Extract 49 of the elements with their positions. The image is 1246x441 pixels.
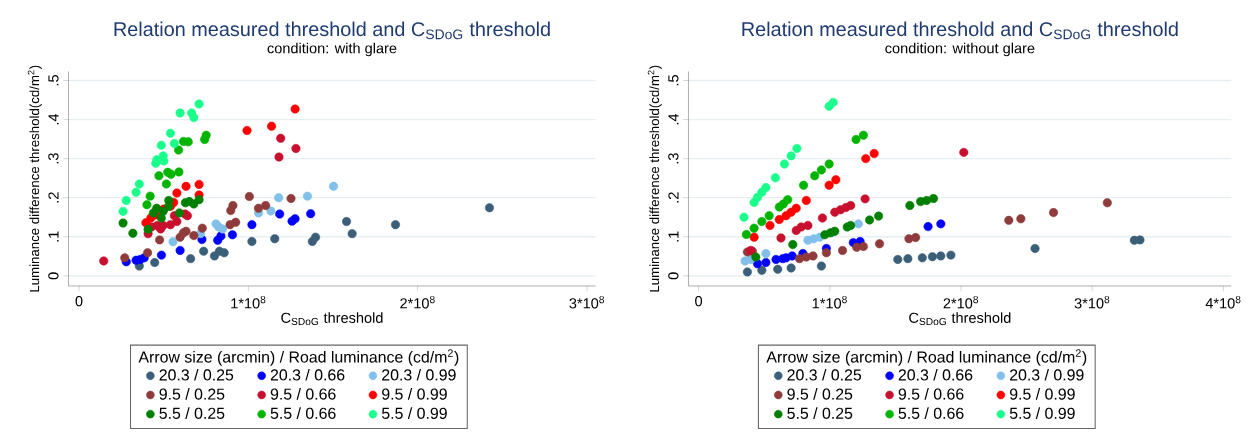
y-tick-label: .5 xyxy=(48,75,59,86)
x-tick-label: 3*10$^{8}$ xyxy=(569,296,605,309)
y-tick-label: .5 xyxy=(668,75,679,86)
x-tick-label: 1*10$^{8}$ xyxy=(231,296,266,309)
y-axis-title: Luminance difference threshold(cd/m$^{2}$) xyxy=(27,65,42,292)
legend-label: 5.5 / 0.66 xyxy=(898,407,964,419)
legend-label: 20.3 / 0.25 xyxy=(159,368,234,381)
x-tick-label: 0 xyxy=(695,296,703,307)
x-axis-title: C$_{SDoG}$ threshold xyxy=(281,312,383,326)
legend-label: 9.5 / 0.25 xyxy=(159,388,225,400)
legend-label: 5.5 / 0.66 xyxy=(270,407,336,419)
y-tick-label: .3 xyxy=(668,153,679,164)
x-tick-label: 1*10$^{8}$ xyxy=(812,296,847,309)
y-tick-label: .1 xyxy=(668,231,679,242)
legend-label: 20.3 / 0.99 xyxy=(382,368,456,381)
y-tick-label: 0 xyxy=(668,272,679,280)
legend-label: 5.5 / 0.25 xyxy=(159,407,225,419)
chart-title: Relation measured threshold and C$_{SDoG}$ threshold xyxy=(742,21,1178,40)
legend-label: 9.5 / 0.99 xyxy=(1009,388,1075,400)
x-tick-label: 3*10$^{8}$ xyxy=(1074,296,1110,309)
y-tick-label: .4 xyxy=(48,113,59,125)
y-tick-label: .4 xyxy=(668,113,679,125)
legend-label: 5.5 / 0.99 xyxy=(1009,407,1075,419)
y-tick-label: .2 xyxy=(668,192,679,203)
legend-label: 20.3 / 0.25 xyxy=(787,368,862,381)
y-tick-label: .3 xyxy=(48,153,59,164)
y-tick-label: .1 xyxy=(48,231,59,242)
legend-label: 9.5 / 0.99 xyxy=(382,388,447,400)
legend-label: 20.3 / 0.99 xyxy=(1010,368,1084,381)
legend-label: 20.3 / 0.66 xyxy=(270,368,345,381)
legend-title: Arrow size (arcmin) / Road luminance (cd/m$^{2}$) xyxy=(766,349,1087,366)
legend-label: 20.3 / 0.66 xyxy=(898,368,973,381)
x-tick-label: 2*10$^{8}$ xyxy=(943,296,979,309)
y-axis-title: Luminance difference threshold(cd/m$^{2}$) xyxy=(647,65,662,292)
legend-label: 5.5 / 0.99 xyxy=(381,407,447,419)
legend-label: 9.5 / 0.66 xyxy=(898,388,964,400)
chart-title: Relation measured threshold and C$_{SDoG}$ threshold xyxy=(114,21,550,40)
legend-title: Arrow size (arcmin) / Road luminance (cd/m$^{2}$) xyxy=(138,349,459,366)
legend-label: 9.5 / 0.66 xyxy=(270,388,336,400)
x-axis-title: C$_{SDoG}$ threshold xyxy=(909,312,1011,326)
y-tick-label: 0 xyxy=(48,272,59,280)
legend-label: 9.5 / 0.25 xyxy=(787,388,853,400)
chart-subtitle: condition: without glare xyxy=(885,42,1035,57)
x-tick-label: 2*10$^{8}$ xyxy=(400,296,435,309)
legend-label: 5.5 / 0.25 xyxy=(787,407,853,419)
y-tick-label: .2 xyxy=(48,192,59,203)
chart-subtitle: condition: with glare xyxy=(267,42,397,57)
x-tick-label: 0 xyxy=(75,296,83,307)
x-tick-label: 4*10$^{8}$ xyxy=(1205,296,1241,309)
